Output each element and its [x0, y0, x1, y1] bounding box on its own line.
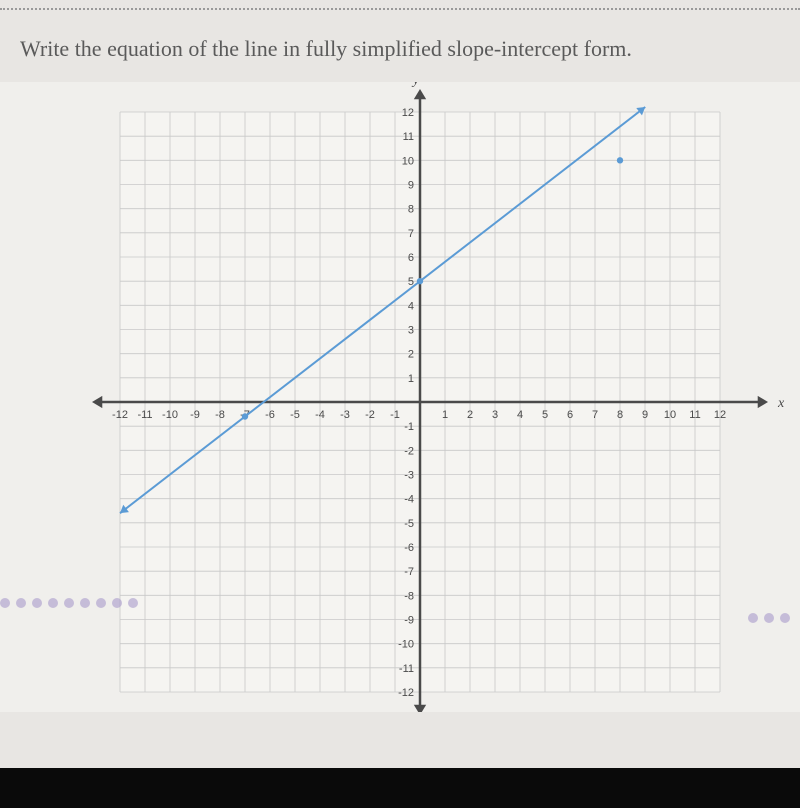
svg-text:-10: -10: [398, 639, 414, 651]
svg-text:9: 9: [408, 180, 414, 192]
svg-text:-10: -10: [162, 409, 178, 421]
svg-text:2: 2: [467, 409, 473, 421]
svg-text:-4: -4: [315, 409, 325, 421]
svg-text:8: 8: [617, 409, 623, 421]
svg-text:9: 9: [642, 409, 648, 421]
svg-text:-9: -9: [190, 409, 200, 421]
svg-text:10: 10: [664, 409, 676, 421]
svg-text:12: 12: [402, 107, 414, 119]
svg-text:-2: -2: [365, 409, 375, 421]
svg-text:-3: -3: [404, 470, 414, 482]
bottom-bar: [0, 768, 800, 808]
svg-text:6: 6: [567, 409, 573, 421]
svg-text:7: 7: [592, 409, 598, 421]
svg-text:-1: -1: [390, 409, 400, 421]
decoration-dots-right: [748, 613, 790, 623]
svg-text:y: y: [411, 82, 420, 88]
svg-text:-12: -12: [112, 409, 128, 421]
graph-area: -12-11-10-9-8-7-6-5-4-3-2-11234567891011…: [0, 82, 800, 712]
svg-text:11: 11: [403, 131, 414, 143]
svg-text:-8: -8: [404, 590, 414, 602]
svg-text:-3: -3: [340, 409, 350, 421]
coordinate-plane: -12-11-10-9-8-7-6-5-4-3-2-11234567891011…: [0, 82, 800, 712]
question-prompt: Write the equation of the line in fully …: [0, 18, 800, 72]
svg-text:x: x: [777, 396, 785, 411]
svg-text:-6: -6: [404, 542, 414, 554]
svg-text:-5: -5: [404, 518, 414, 530]
svg-text:12: 12: [714, 409, 726, 421]
svg-text:-12: -12: [398, 687, 414, 699]
svg-text:3: 3: [492, 409, 498, 421]
svg-text:4: 4: [408, 300, 414, 312]
svg-text:-8: -8: [215, 409, 225, 421]
svg-text:7: 7: [408, 228, 414, 240]
svg-text:6: 6: [408, 252, 414, 264]
svg-text:-9: -9: [404, 615, 414, 627]
svg-text:2: 2: [408, 349, 414, 361]
svg-text:-11: -11: [399, 663, 414, 675]
svg-text:-11: -11: [137, 409, 152, 421]
svg-text:-4: -4: [404, 494, 414, 506]
svg-text:4: 4: [517, 409, 523, 421]
svg-text:8: 8: [408, 204, 414, 216]
svg-text:-5: -5: [290, 409, 300, 421]
svg-text:-7: -7: [404, 566, 414, 578]
decoration-dots-left: [0, 598, 138, 608]
svg-text:-1: -1: [404, 421, 414, 433]
svg-text:-6: -6: [265, 409, 275, 421]
top-border: [0, 8, 800, 10]
svg-text:1: 1: [408, 373, 414, 385]
svg-text:11: 11: [689, 409, 700, 421]
svg-text:10: 10: [402, 155, 414, 167]
svg-text:5: 5: [542, 409, 548, 421]
svg-text:1: 1: [442, 409, 448, 421]
svg-text:-2: -2: [404, 445, 414, 457]
svg-text:3: 3: [408, 325, 414, 337]
